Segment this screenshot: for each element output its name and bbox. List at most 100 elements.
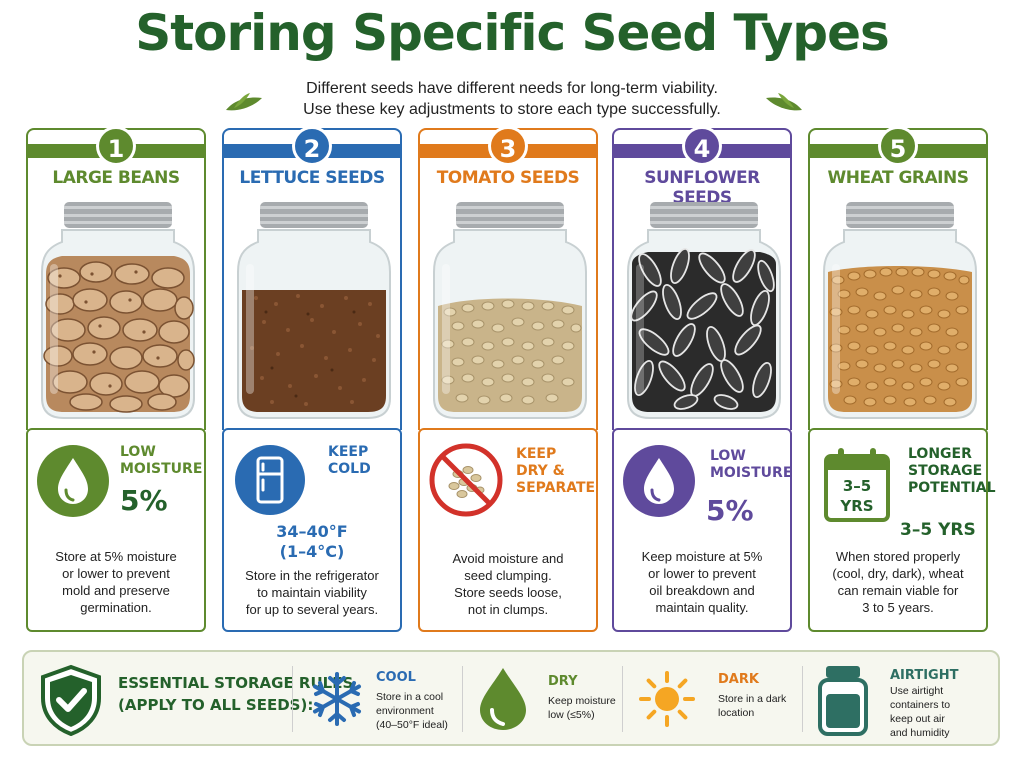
card-description: Store at 5% moisture or lower to prevent… bbox=[34, 548, 198, 616]
info-panel-lettuce-seeds: KEEP COLD 34–40°F (1–4°C) Store in the r… bbox=[222, 428, 402, 632]
card-title: TOMATO SEEDS bbox=[436, 168, 580, 188]
seed-card-tomato-seeds: 3 TOMATO SEEDS bbox=[418, 126, 598, 430]
calendar-line-2: YRS bbox=[840, 497, 874, 515]
info-panel-tomato-seeds: KEEP DRY & SEPARATE Avoid moisture and s… bbox=[418, 428, 598, 632]
divider bbox=[292, 666, 293, 732]
moisture-label: LOW MOISTURE bbox=[120, 444, 202, 478]
label-line-1: LOW bbox=[120, 444, 156, 460]
keep-dry-label: KEEP DRY & SEPARATE bbox=[516, 446, 595, 497]
desc-line: Store in a cool bbox=[376, 691, 444, 703]
seed-card-lettuce-seeds: 2 LETTUCE SEEDS bbox=[222, 126, 402, 430]
sun-icon bbox=[639, 671, 695, 727]
card-number-badge: 2 bbox=[292, 126, 332, 166]
rules-heading: ESSENTIAL STORAGE RULES (APPLY TO ALL SE… bbox=[118, 672, 353, 716]
rule-dry-description: Keep moisture low (≤5%) bbox=[548, 694, 616, 722]
desc-line: keep out air bbox=[890, 713, 945, 725]
lettuce-seed-jar-image bbox=[237, 202, 391, 419]
divider bbox=[802, 666, 803, 732]
desc-line: Avoid moisture and bbox=[452, 551, 564, 566]
storage-years-value: 3–5 YRS bbox=[900, 520, 976, 540]
desc-line: When stored properly bbox=[835, 549, 961, 564]
card-title: WHEAT GRAINS bbox=[827, 168, 969, 188]
desc-line: mold and preserve bbox=[62, 583, 170, 598]
water-drop-icon bbox=[623, 445, 695, 517]
desc-line: environment bbox=[376, 705, 434, 717]
desc-line: 3 to 5 years. bbox=[862, 600, 934, 615]
jar-icon bbox=[818, 666, 868, 736]
refrigerator-icon bbox=[235, 445, 305, 515]
desc-line: Use airtight bbox=[890, 685, 944, 697]
rule-airtight-description: Use airtight containers to keep out air … bbox=[890, 684, 950, 740]
rules-heading-line-2: (APPLY TO ALL SEEDS): bbox=[118, 696, 314, 714]
label-line-2: MOISTURE bbox=[120, 461, 203, 477]
water-drop-icon bbox=[480, 668, 526, 730]
rule-dry-title: DRY bbox=[548, 674, 578, 689]
tomato-seed-jar-image bbox=[433, 202, 587, 419]
card-title: LARGE BEANS bbox=[52, 168, 180, 188]
card-title: LETTUCE SEEDS bbox=[239, 168, 385, 188]
info-panel-sunflower-seeds: LOW MOISTURE 5% Keep moisture at 5% or l… bbox=[612, 428, 792, 632]
rule-dark-title: DARK bbox=[718, 672, 759, 687]
leaf-icon bbox=[226, 93, 262, 111]
divider bbox=[622, 666, 623, 732]
desc-line: maintain quality. bbox=[655, 600, 749, 615]
card-description: Avoid moisture and seed clumping. Store … bbox=[426, 550, 590, 618]
label-line-2: MOISTURE bbox=[710, 465, 793, 481]
seed-card-wheat-grains: 5 WHEAT GRAINS bbox=[808, 126, 988, 430]
calendar-icon bbox=[824, 448, 890, 522]
subtitle-line-2: Use these key adjustments to store each … bbox=[303, 101, 721, 118]
moisture-label: LOW MOISTURE bbox=[710, 448, 792, 482]
sunflower-seed-jar-image bbox=[627, 202, 781, 419]
card-number-badge: 5 bbox=[878, 126, 918, 166]
label-line-1: KEEP bbox=[328, 444, 369, 460]
calendar-line-1: 3–5 bbox=[842, 477, 872, 495]
water-drop-icon bbox=[37, 445, 109, 517]
wheat-grain-jar-image bbox=[823, 202, 977, 419]
label-line-1: LOW bbox=[710, 448, 746, 464]
page-subtitle: Different seeds have different needs for… bbox=[262, 78, 762, 120]
rule-cool-description: Store in a cool environment (40–50°F ide… bbox=[376, 690, 448, 732]
card-description: When stored properly (cool, dry, dark), … bbox=[816, 548, 980, 616]
card-description: Store in the refrigerator to maintain vi… bbox=[230, 567, 394, 618]
desc-line: (40–50°F ideal) bbox=[376, 719, 448, 731]
no-clumping-icon bbox=[429, 443, 503, 517]
moisture-value: 5% bbox=[706, 494, 754, 527]
snowflake-icon bbox=[313, 672, 361, 726]
card-number-badge: 4 bbox=[682, 126, 722, 166]
subtitle-line-1: Different seeds have different needs for… bbox=[306, 80, 718, 97]
temperature-value: 34–40°F (1–4°C) bbox=[224, 522, 400, 562]
desc-line: low (≤5%) bbox=[548, 709, 595, 721]
moisture-value: 5% bbox=[120, 484, 168, 517]
info-panel-wheat-grains: 3–5 YRS LONGER STORAGE POTENTIAL 3–5 YRS… bbox=[808, 428, 996, 632]
seed-card-large-beans: 1 LARGE BEANS bbox=[26, 126, 206, 430]
desc-line: oil breakdown and bbox=[649, 583, 755, 598]
label-line-3: POTENTIAL bbox=[908, 480, 996, 496]
desc-line: not in clumps. bbox=[467, 602, 549, 617]
info-panel-large-beans: LOW MOISTURE 5% Store at 5% moisture or … bbox=[26, 428, 206, 632]
shield-check-icon bbox=[41, 664, 101, 736]
card-number-badge: 1 bbox=[96, 126, 136, 166]
card-number-badge: 3 bbox=[488, 126, 528, 166]
bean-jar-image bbox=[41, 202, 195, 419]
label-line-2: COLD bbox=[328, 461, 371, 477]
desc-line: or lower to prevent bbox=[648, 566, 756, 581]
label-line-1: LONGER bbox=[908, 446, 972, 462]
desc-line: can remain viable for bbox=[837, 583, 959, 598]
temperature-fahrenheit: 34–40°F bbox=[276, 522, 348, 541]
rules-heading-line-1: ESSENTIAL STORAGE RULES bbox=[118, 674, 354, 692]
calendar-years: 3–5 YRS bbox=[822, 476, 892, 516]
divider bbox=[462, 666, 463, 732]
desc-line: for up to several years. bbox=[245, 602, 379, 617]
desc-line: (cool, dry, dark), wheat bbox=[832, 566, 964, 581]
page-title: Storing Specific Seed Types bbox=[135, 4, 890, 62]
card-description: Keep moisture at 5% or lower to prevent … bbox=[620, 548, 784, 616]
rule-airtight-title: AIRTIGHT bbox=[890, 668, 959, 683]
desc-line: Store in the refrigerator bbox=[245, 568, 379, 583]
desc-line: germination. bbox=[80, 600, 152, 615]
desc-line: Store seeds loose, bbox=[454, 585, 562, 600]
desc-line: seed clumping. bbox=[464, 568, 552, 583]
rule-cool-title: COOL bbox=[376, 670, 416, 685]
desc-line: containers to bbox=[890, 699, 951, 711]
temperature-celsius: (1–4°C) bbox=[279, 542, 345, 561]
desc-line: Keep moisture at 5% bbox=[641, 549, 763, 564]
